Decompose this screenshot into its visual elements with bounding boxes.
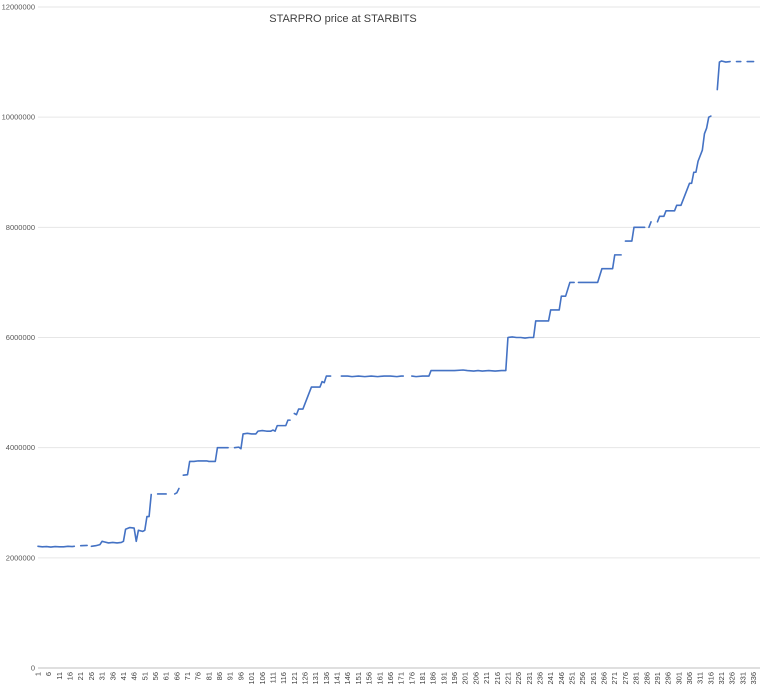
x-tick-label: 21 — [76, 672, 85, 680]
x-tick-label: 136 — [322, 672, 331, 685]
x-tick-label: 126 — [301, 672, 310, 685]
x-tick-label: 296 — [664, 672, 673, 685]
x-tick-label: 321 — [717, 672, 726, 685]
price-line-segment — [624, 226, 646, 242]
x-tick-label: 306 — [685, 672, 694, 685]
x-tick-label: 241 — [546, 672, 555, 685]
x-tick-label: 1 — [34, 672, 43, 676]
x-tick-label: 111 — [268, 672, 277, 683]
x-tick-label: 216 — [493, 672, 502, 685]
x-tick-label: 211 — [482, 672, 491, 684]
y-tick-label: 0 — [31, 664, 35, 673]
x-tick-label: 256 — [578, 672, 587, 685]
x-tick-label: 191 — [439, 672, 448, 685]
x-tick-label: 11 — [55, 672, 64, 680]
x-tick-label: 51 — [140, 672, 149, 680]
x-tick-label: 36 — [108, 672, 117, 680]
x-tick-label: 101 — [247, 672, 256, 685]
x-tick-label: 331 — [738, 672, 747, 685]
x-axis: 1 6 11 16 21 26 31 36 41 46 51 56 61 66 71 76 81 86 91 96 10… — [34, 667, 760, 685]
price-line-segment — [716, 60, 731, 91]
price-line-segment — [411, 281, 575, 378]
x-tick-label: 226 — [514, 672, 523, 685]
x-tick-label: 251 — [568, 672, 577, 685]
x-tick-label: 66 — [172, 672, 181, 680]
x-tick-label: 271 — [610, 672, 619, 685]
x-tick-label: 201 — [461, 672, 470, 685]
x-tick-label: 291 — [653, 672, 662, 685]
x-tick-label: 71 — [183, 672, 192, 680]
x-tick-label: 61 — [162, 672, 171, 680]
x-tick-label: 206 — [471, 672, 480, 685]
price-line-segment — [648, 221, 652, 229]
x-tick-label: 131 — [311, 672, 320, 685]
x-tick-label: 276 — [621, 672, 630, 685]
x-tick-label: 221 — [503, 672, 512, 685]
x-tick-label: 246 — [557, 672, 566, 685]
x-tick-label: 81 — [204, 672, 213, 680]
price-line-segment — [233, 419, 291, 450]
price-line-segment — [37, 545, 76, 548]
x-tick-label: 146 — [343, 672, 352, 685]
x-tick-label: 86 — [215, 672, 224, 680]
y-tick-label: 8000000 — [6, 223, 35, 232]
x-tick-label: 46 — [130, 672, 139, 680]
x-tick-label: 176 — [407, 672, 416, 685]
x-tick-label: 106 — [258, 672, 267, 685]
price-line-segment — [577, 254, 622, 284]
x-tick-label: 76 — [194, 672, 203, 680]
price-line-segment — [182, 446, 229, 477]
x-tick-label: 286 — [642, 672, 651, 685]
chart-title: STARPRO price at STARBITS — [269, 13, 417, 25]
x-tick-label: 26 — [87, 672, 96, 680]
x-tick-label: 196 — [450, 672, 459, 685]
x-tick-label: 116 — [279, 672, 288, 684]
x-tick-label: 156 — [365, 672, 374, 685]
x-tick-label: 281 — [632, 672, 641, 685]
x-tick-label: 301 — [674, 672, 683, 685]
x-tick-label: 186 — [429, 672, 438, 685]
x-tick-label: 151 — [354, 672, 363, 685]
x-tick-label: 326 — [728, 672, 737, 685]
y-tick-label: 2000000 — [6, 553, 35, 562]
price-line-segment — [293, 375, 332, 416]
x-tick-label: 261 — [589, 672, 598, 685]
y-tick-label: 4000000 — [6, 443, 35, 452]
x-tick-label: 91 — [226, 672, 235, 680]
x-tick-label: 311 — [696, 672, 705, 684]
y-tick-label: 6000000 — [6, 333, 35, 342]
price-line-segment — [656, 115, 712, 223]
x-tick-label: 141 — [333, 672, 342, 685]
x-tick-label: 121 — [290, 672, 299, 685]
y-tick-label: 12000000 — [2, 3, 35, 12]
x-tick-label: 266 — [600, 672, 609, 685]
x-tick-label: 236 — [535, 672, 544, 685]
x-tick-label: 6 — [44, 672, 53, 676]
x-tick-label: 31 — [98, 672, 107, 680]
gridlines — [38, 6, 760, 559]
x-tick-label: 336 — [749, 672, 758, 685]
x-tick-label: 161 — [375, 672, 384, 685]
x-tick-label: 96 — [236, 672, 245, 680]
x-tick-label: 41 — [119, 672, 128, 680]
y-tick-label: 10000000 — [2, 113, 35, 122]
price-line-segment — [173, 487, 180, 495]
price-line-segment — [90, 493, 153, 548]
x-tick-label: 171 — [397, 672, 406, 685]
series-layer — [37, 60, 755, 548]
y-axis: 0 2000000 4000000 6000000 8000000 10000000 120… — [2, 3, 35, 673]
x-tick-label: 316 — [706, 672, 715, 685]
x-tick-label: 231 — [525, 672, 534, 685]
x-tick-label: 181 — [418, 672, 427, 685]
x-tick-label: 56 — [151, 672, 160, 680]
price-line-segment — [340, 375, 405, 378]
x-tick-label: 16 — [66, 672, 75, 680]
x-tick-label: 166 — [386, 672, 395, 685]
